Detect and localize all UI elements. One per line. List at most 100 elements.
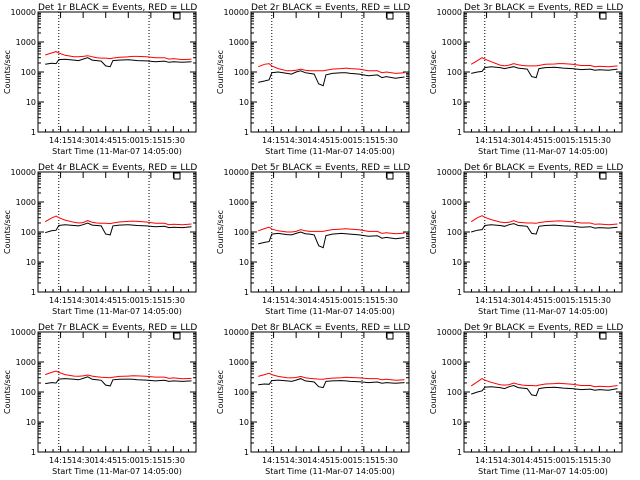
x-tick-label: 15:30 <box>588 296 611 305</box>
x-tick-label: 14:15 <box>49 456 72 465</box>
y-tick-label: 1 <box>457 288 462 297</box>
y-tick-label: 10000 <box>437 8 462 17</box>
panel-det-4: Det 4r BLACK = Events, RED = LLD 1 10 100 10… <box>3 163 197 316</box>
lld-series-line <box>258 372 405 381</box>
y-tick-label: 1000 <box>442 358 462 367</box>
y-tick-label: 10000 <box>437 328 462 337</box>
events-series-line <box>45 57 192 68</box>
x-tick-label: 15:00 <box>330 296 353 305</box>
x-tick-label: 15:15 <box>565 456 588 465</box>
x-tick-label: 15:30 <box>375 296 398 305</box>
panel-title: Det 8r BLACK = Events, RED = LLD <box>251 323 410 333</box>
y-tick-label: 100 <box>234 68 249 77</box>
y-tick-label: 1 <box>244 448 249 457</box>
y-tick-label: 10 <box>452 418 462 427</box>
x-axis-label: Start Time (11-Mar-07 14:05:00) <box>265 307 395 316</box>
y-tick-label: 1000 <box>442 198 462 207</box>
x-tick-label: 14:30 <box>72 136 95 145</box>
y-tick-label: 1 <box>457 128 462 137</box>
corner-marker <box>173 12 181 20</box>
x-tick-label: 15:00 <box>117 296 140 305</box>
x-tick-label: 15:15 <box>565 136 588 145</box>
y-tick-label: 10000 <box>224 8 249 17</box>
corner-marker <box>173 172 181 180</box>
x-tick-label: 15:30 <box>162 296 185 305</box>
x-tick-label: 14:45 <box>94 136 117 145</box>
x-tick-label: 14:15 <box>262 296 285 305</box>
y-tick-label: 100 <box>234 388 249 397</box>
y-tick-label: 10000 <box>11 168 36 177</box>
x-tick-label: 15:30 <box>162 136 185 145</box>
events-series-line <box>45 376 192 387</box>
y-axis-label: Counts/sec <box>3 210 12 254</box>
panel-title: Det 9r BLACK = Events, RED = LLD <box>464 323 623 333</box>
x-axis-label: Start Time (11-Mar-07 14:05:00) <box>478 307 608 316</box>
x-tick-label: 14:45 <box>307 136 330 145</box>
y-tick-label: 10000 <box>437 168 462 177</box>
y-axis-label: Counts/sec <box>216 370 225 414</box>
y-tick-label: 1 <box>244 128 249 137</box>
x-tick-label: 14:45 <box>307 296 330 305</box>
y-axis-label: Counts/sec <box>429 210 438 254</box>
x-tick-label: 15:00 <box>330 136 353 145</box>
y-tick-label: 1 <box>31 448 36 457</box>
y-axis-label: Counts/sec <box>3 50 12 94</box>
y-tick-label: 10000 <box>11 8 36 17</box>
panel-title: Det 5r BLACK = Events, RED = LLD <box>251 163 410 173</box>
lld-series-line <box>44 215 192 226</box>
x-axis-label: Start Time (11-Mar-07 14:05:00) <box>52 467 182 476</box>
y-tick-label: 1 <box>31 128 36 137</box>
panel-det-3: Det 3r BLACK = Events, RED = LLD 1 10 100 10… <box>429 3 623 156</box>
plot-frame <box>37 171 197 293</box>
x-tick-label: 15:30 <box>162 456 185 465</box>
x-tick-label: 15:00 <box>543 456 566 465</box>
x-tick-label: 15:00 <box>117 136 140 145</box>
y-tick-label: 1000 <box>16 358 36 367</box>
plot-frame <box>463 171 623 293</box>
plot-frame <box>250 331 410 453</box>
x-tick-label: 15:15 <box>139 136 162 145</box>
x-tick-label: 14:15 <box>49 296 72 305</box>
x-tick-label: 14:30 <box>498 136 521 145</box>
panel-det-6: Det 6r BLACK = Events, RED = LLD 1 10 100 10… <box>429 163 623 316</box>
panel-title: Det 3r BLACK = Events, RED = LLD <box>464 3 623 13</box>
y-tick-label: 1000 <box>229 38 249 47</box>
y-axis-label: Counts/sec <box>216 210 225 254</box>
x-tick-label: 14:15 <box>49 136 72 145</box>
x-tick-label: 14:45 <box>520 456 543 465</box>
x-tick-label: 15:30 <box>588 456 611 465</box>
x-axis-label: Start Time (11-Mar-07 14:05:00) <box>265 147 395 156</box>
x-tick-label: 14:30 <box>498 456 521 465</box>
plot-frame <box>37 331 197 453</box>
x-axis-label: Start Time (11-Mar-07 14:05:00) <box>478 147 608 156</box>
x-tick-label: 14:45 <box>520 296 543 305</box>
corner-marker <box>386 332 394 340</box>
corner-marker <box>599 12 607 20</box>
y-tick-label: 10 <box>452 258 462 267</box>
panel-det-7: Det 7r BLACK = Events, RED = LLD 1 10 100 10… <box>3 323 197 476</box>
y-tick-label: 10 <box>26 258 36 267</box>
y-tick-label: 100 <box>21 388 36 397</box>
y-tick-label: 1000 <box>229 198 249 207</box>
y-tick-label: 10000 <box>224 328 249 337</box>
panel-title: Det 6r BLACK = Events, RED = LLD <box>464 163 623 173</box>
corner-marker <box>386 12 394 20</box>
events-series-line <box>471 66 618 79</box>
panel-det-2: Det 2r BLACK = Events, RED = LLD 1 10 100 10… <box>216 3 410 156</box>
x-tick-label: 14:45 <box>520 136 543 145</box>
x-tick-label: 14:30 <box>498 296 521 305</box>
plot-frame <box>463 331 623 453</box>
x-tick-label: 15:15 <box>139 456 162 465</box>
panel-title: Det 1r BLACK = Events, RED = LLD <box>38 3 197 13</box>
y-tick-label: 1 <box>244 288 249 297</box>
y-tick-label: 1000 <box>229 358 249 367</box>
x-tick-label: 15:00 <box>543 296 566 305</box>
lld-series-line <box>258 63 405 74</box>
y-tick-label: 1000 <box>442 38 462 47</box>
y-tick-label: 1000 <box>16 198 36 207</box>
x-tick-label: 15:00 <box>117 456 140 465</box>
events-series-line <box>471 384 618 397</box>
y-tick-label: 10 <box>239 258 249 267</box>
x-tick-label: 14:15 <box>262 456 285 465</box>
y-tick-label: 100 <box>21 228 36 237</box>
